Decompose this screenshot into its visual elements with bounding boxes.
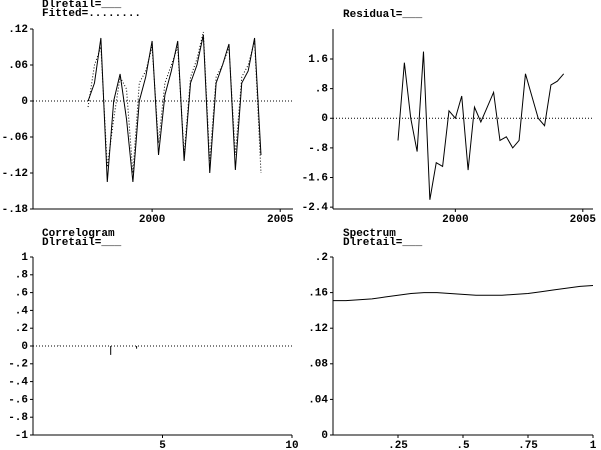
data-line xyxy=(87,31,262,174)
y-tick-label: -.4 xyxy=(8,377,28,389)
y-tick-label: .4 xyxy=(15,305,29,317)
y-tick-label: 0 xyxy=(321,430,328,442)
y-tick-label: -.12 xyxy=(2,168,28,180)
x-tick-label: 2000 xyxy=(139,214,165,226)
panel-title: Spectrum xyxy=(343,228,396,240)
y-tick-label: 1 xyxy=(21,252,28,264)
data-line xyxy=(333,284,594,302)
x-tick-label: 1 xyxy=(590,440,597,450)
y-tick-label: .8 xyxy=(15,270,29,282)
legend-label: Dlretail=___ xyxy=(42,0,122,11)
y-tick-label: -.2 xyxy=(8,359,28,371)
x-tick-label: 5 xyxy=(159,440,166,450)
y-tick-label: -1.6 xyxy=(302,172,328,184)
y-tick-label: -.18 xyxy=(2,204,29,216)
y-tick-label: -2.4 xyxy=(302,202,329,214)
x-tick-label: .75 xyxy=(518,440,538,450)
legend-label: Dlretail=___ xyxy=(42,237,122,249)
y-tick-label: .2 xyxy=(15,323,28,335)
y-tick-label: 1.6 xyxy=(308,54,328,66)
data-line xyxy=(87,34,262,183)
y-tick-label: -.6 xyxy=(8,394,28,406)
y-tick-label: .06 xyxy=(8,60,28,72)
y-tick-label: .8 xyxy=(315,84,329,96)
x-tick-label: 10 xyxy=(285,440,298,450)
y-tick-label: .12 xyxy=(308,323,328,335)
y-tick-label: .04 xyxy=(308,394,328,406)
legend-label: Residual=___ xyxy=(343,9,423,21)
y-tick-label: .08 xyxy=(308,359,328,371)
y-tick-label: 0 xyxy=(21,96,28,108)
x-tick-label: 2005 xyxy=(267,214,294,226)
panel-title: Correlogram xyxy=(42,228,115,240)
x-tick-label: 2005 xyxy=(570,214,597,226)
y-tick-label: .12 xyxy=(8,24,28,36)
y-tick-label: .6 xyxy=(15,288,28,300)
y-tick-label: .2 xyxy=(315,252,328,264)
data-line xyxy=(397,51,565,200)
y-tick-label: -1 xyxy=(15,430,29,442)
y-tick-label: -.8 xyxy=(308,143,328,155)
x-tick-label: .25 xyxy=(388,440,408,450)
legend-label: Fitted=........ xyxy=(42,8,141,20)
y-tick-label: 0 xyxy=(321,113,328,125)
y-tick-label: .16 xyxy=(308,288,328,300)
legend-label: Dlretail=___ xyxy=(343,237,423,249)
y-tick-label: -.06 xyxy=(2,132,28,144)
x-tick-label: .5 xyxy=(456,440,470,450)
x-tick-label: 2000 xyxy=(442,214,468,226)
y-tick-label: 0 xyxy=(21,341,28,353)
y-tick-label: -.8 xyxy=(8,412,28,424)
